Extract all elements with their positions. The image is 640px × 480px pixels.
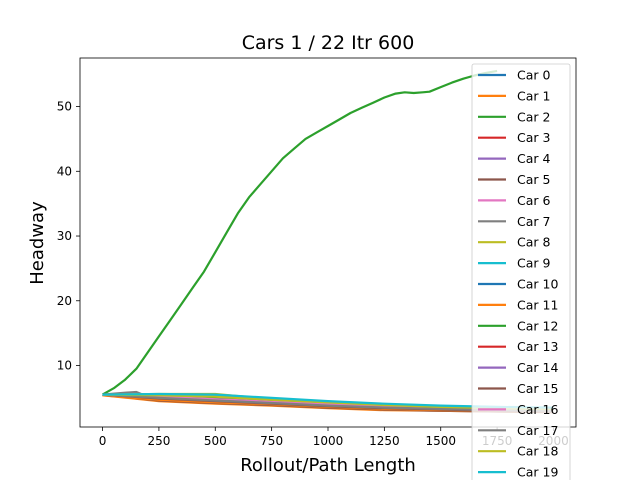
x-tick-label: 500 [204,434,227,448]
legend-label-car-15: Car 15 [517,381,558,396]
legend-label-car-14: Car 14 [517,360,558,375]
y-tick-label: 10 [57,359,72,373]
legend-label-car-9: Car 9 [517,256,551,271]
legend-label-car-18: Car 18 [517,444,558,459]
legend-label-car-1: Car 1 [517,88,550,103]
y-tick-label: 50 [57,100,72,114]
legend-label-car-17: Car 17 [517,423,558,438]
x-tick-label: 0 [99,434,107,448]
y-tick-label: 40 [57,164,72,178]
x-tick-label: 250 [147,434,170,448]
legend-label-car-3: Car 3 [517,130,550,145]
legend-label-car-4: Car 4 [517,151,551,166]
legend-label-car-11: Car 11 [517,297,558,312]
series-line-car-2 [101,69,498,396]
legend-label-car-0: Car 0 [517,68,551,83]
legend-label-car-12: Car 12 [517,318,558,333]
x-tick-label: 1000 [313,434,344,448]
x-tick-label: 1250 [369,434,400,448]
y-axis: 10 20 30 40 50 [57,100,80,373]
x-tick-label: 1500 [425,434,456,448]
legend-label-car-8: Car 8 [517,235,551,250]
legend-label-car-19: Car 19 [517,465,558,480]
y-axis-title: Headway [27,201,48,285]
chart-title: Cars 1 / 22 Itr 600 [242,32,415,54]
legend-label-car-13: Car 13 [517,339,558,354]
legend: Car 0 Car 1 Car 2 Car 3 Car 4 Car 5 Car 6 Car 7… [471,63,571,480]
legend-label-car-6: Car 6 [517,193,551,208]
legend-box [471,63,571,480]
legend-label-car-2: Car 2 [517,109,550,124]
legend-label-car-10: Car 10 [517,277,558,292]
legend-label-car-5: Car 5 [517,172,550,187]
y-tick-label: 20 [57,294,72,308]
y-tick-label: 30 [57,229,72,243]
x-tick-label: 750 [260,434,283,448]
legend-label-car-16: Car 16 [517,402,558,417]
x-axis-title: Rollout/Path Length [240,455,416,476]
legend-label-car-7: Car 7 [517,214,550,229]
